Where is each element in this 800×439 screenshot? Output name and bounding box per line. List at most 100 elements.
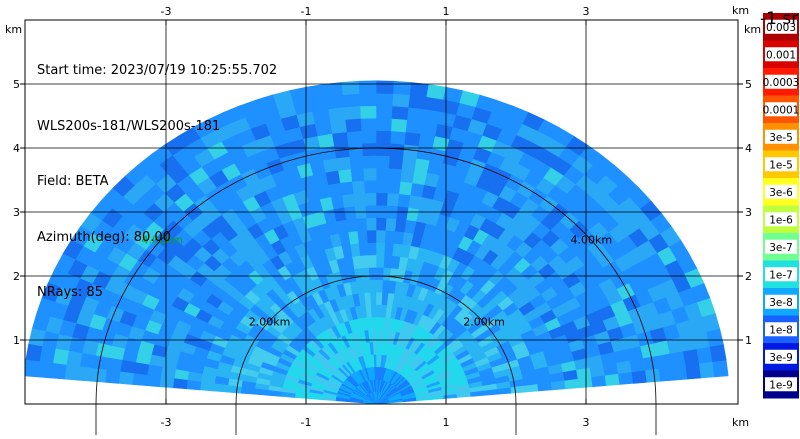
data-cell <box>80 353 96 368</box>
data-cell <box>389 156 403 169</box>
data-cell <box>159 377 174 388</box>
data-cell <box>393 81 411 95</box>
colorbar-label: 1e-6 <box>769 214 793 226</box>
data-cell <box>214 384 228 392</box>
data-cell <box>376 155 389 168</box>
y-tick-label: 5 <box>745 78 752 91</box>
data-cell <box>376 242 385 255</box>
data-cell <box>394 231 405 244</box>
data-cell <box>66 351 82 367</box>
data-cell <box>360 106 376 119</box>
data-cell <box>391 256 400 269</box>
data-cell <box>381 305 387 318</box>
data-cell <box>107 358 123 372</box>
data-cell <box>347 131 362 144</box>
start-time-text: Start time: 2023/07/19 10:25:55.702 <box>37 62 277 81</box>
data-cell <box>376 218 386 231</box>
data-cell <box>227 385 241 393</box>
y-tick-label: 4 <box>745 142 752 155</box>
data-cell <box>392 243 402 256</box>
data-cell <box>396 206 408 220</box>
data-cell <box>361 118 377 131</box>
data-cell <box>376 230 385 243</box>
colorbar-label: 3e-6 <box>769 187 793 199</box>
data-cell <box>402 157 417 171</box>
range-ring-label: 2.00km <box>463 316 505 329</box>
data-cell <box>376 106 392 119</box>
data-cell <box>376 292 382 305</box>
data-cell <box>367 242 376 255</box>
data-cell <box>341 81 359 95</box>
data-cell <box>670 351 686 367</box>
data-cell <box>352 181 365 194</box>
nrays-text: NRays: 85 <box>37 284 277 303</box>
field-text: Field: BETA <box>37 173 277 192</box>
data-cell <box>399 181 412 195</box>
data-cell <box>710 344 726 361</box>
data-cell <box>345 118 361 131</box>
data-cell <box>632 370 647 383</box>
data-cell <box>410 82 429 96</box>
data-cell <box>336 157 351 171</box>
data-cell <box>26 344 42 361</box>
data-cell <box>645 368 660 382</box>
data-cell <box>173 379 188 389</box>
data-cell <box>376 305 381 318</box>
data-cell <box>407 107 424 121</box>
data-cell <box>376 354 379 367</box>
data-cell <box>93 356 109 370</box>
range-ring-label: 4.00km <box>570 233 612 246</box>
data-cell <box>605 374 620 386</box>
y-tick-label: 1 <box>745 334 752 347</box>
data-cell <box>146 375 161 387</box>
data-cell <box>132 374 147 386</box>
data-cell <box>365 205 376 218</box>
data-cell <box>326 95 344 109</box>
colorbar-label: 1e-7 <box>769 269 793 281</box>
data-cell <box>147 365 162 377</box>
data-cell <box>356 218 367 231</box>
data-cell <box>395 218 406 232</box>
data-cell <box>376 255 384 268</box>
data-cell <box>376 118 392 131</box>
y-tick-label: 5 <box>13 78 20 91</box>
data-cell <box>338 169 352 183</box>
x-tick-label: -3 <box>161 5 172 18</box>
data-cell <box>332 132 348 146</box>
data-cell <box>686 363 701 379</box>
x-tick-label: -3 <box>161 416 172 429</box>
data-cell <box>65 365 80 380</box>
y-tick-label: 2 <box>745 270 752 283</box>
data-cell <box>376 193 387 206</box>
data-cell <box>120 360 135 373</box>
data-cell <box>382 280 389 293</box>
data-cell <box>51 363 66 379</box>
data-cell <box>351 168 364 181</box>
colorbar-label: 3e-9 <box>769 352 793 364</box>
data-cell <box>408 195 421 209</box>
data-cell <box>376 342 379 355</box>
data-cell <box>366 218 376 231</box>
data-cell <box>390 131 405 144</box>
azimuth-text: Azimuth(deg): 80.00 <box>37 229 277 248</box>
data-cell <box>92 368 107 382</box>
data-cell <box>24 360 40 377</box>
data-cell <box>186 380 201 390</box>
data-cell <box>348 143 363 156</box>
data-cell <box>410 183 424 197</box>
x-tick-label: 3 <box>583 416 590 429</box>
scan-info: Start time: 2023/07/19 10:25:55.702 WLS2… <box>37 25 277 340</box>
data-cell <box>699 362 714 378</box>
data-cell <box>392 106 409 120</box>
data-cell <box>200 382 215 391</box>
colorbar-label: 0.001 <box>766 49 796 61</box>
data-cell <box>713 360 729 377</box>
data-cell <box>376 180 388 193</box>
data-cell <box>362 143 376 156</box>
data-cell <box>414 158 429 172</box>
x-tick-label: -1 <box>301 5 312 18</box>
data-cell <box>376 143 390 156</box>
data-cell <box>385 230 395 243</box>
colorbar-label: 1e-8 <box>769 324 793 336</box>
colorbar-label: 1e-9 <box>769 379 793 391</box>
